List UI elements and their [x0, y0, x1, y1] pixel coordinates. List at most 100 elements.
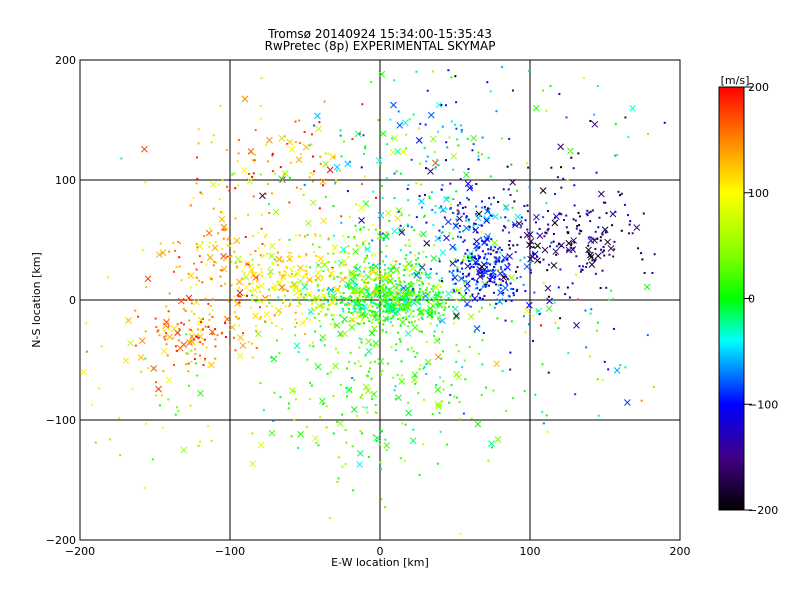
data-point — [441, 184, 444, 187]
data-point — [435, 384, 438, 387]
data-point-cross — [463, 300, 471, 308]
data-point-cross — [375, 271, 382, 279]
data-point — [459, 270, 462, 273]
data-point — [195, 156, 198, 159]
data-point — [175, 265, 178, 268]
data-point — [166, 354, 169, 357]
data-point — [505, 409, 508, 412]
data-point-cross — [352, 248, 359, 255]
data-point — [427, 294, 430, 297]
data-point-cross — [218, 215, 226, 223]
data-point — [489, 275, 492, 278]
data-point — [290, 275, 293, 278]
data-point — [251, 298, 254, 301]
data-point-cross — [394, 147, 401, 155]
data-point-cross — [209, 181, 217, 188]
data-point — [211, 279, 214, 282]
data-point — [354, 267, 357, 270]
data-point — [438, 303, 441, 306]
data-point-cross — [427, 111, 435, 119]
data-point — [322, 269, 325, 272]
data-point — [410, 282, 413, 285]
data-point — [310, 133, 313, 136]
data-point — [251, 342, 254, 345]
data-point — [199, 330, 202, 333]
data-point — [574, 393, 577, 396]
data-point — [356, 322, 359, 325]
data-point — [199, 191, 202, 194]
data-point-cross — [534, 257, 541, 264]
data-point — [508, 247, 511, 250]
data-point-cross — [348, 324, 356, 331]
data-point — [434, 168, 437, 171]
data-point — [273, 288, 276, 291]
data-point — [403, 309, 406, 312]
data-point — [395, 283, 398, 286]
data-point — [418, 290, 421, 293]
data-point — [400, 360, 403, 363]
data-point-cross — [236, 352, 244, 360]
data-point — [484, 285, 487, 288]
data-point — [199, 341, 202, 344]
data-point — [611, 224, 614, 227]
data-point — [452, 322, 455, 325]
data-point — [340, 297, 343, 300]
data-point — [454, 123, 457, 126]
data-point — [402, 300, 405, 303]
data-point — [364, 296, 367, 299]
data-point — [560, 213, 563, 216]
data-point — [251, 159, 254, 162]
data-point — [434, 204, 437, 207]
data-point — [419, 122, 422, 125]
data-point — [435, 272, 438, 275]
data-point — [195, 182, 198, 185]
data-point — [326, 308, 329, 311]
data-point — [354, 362, 357, 365]
data-point — [223, 229, 226, 232]
data-point — [370, 297, 373, 300]
data-point — [264, 236, 267, 239]
data-point — [572, 167, 575, 170]
data-point — [268, 301, 271, 304]
data-point — [500, 137, 503, 140]
data-point-cross — [248, 266, 255, 274]
data-point-cross — [404, 304, 411, 312]
data-point — [399, 281, 402, 284]
data-point — [618, 194, 621, 197]
data-point — [385, 307, 388, 310]
data-point — [145, 286, 148, 289]
data-point — [388, 219, 391, 222]
data-point — [374, 277, 377, 280]
data-point-cross — [224, 315, 231, 323]
data-point — [453, 246, 456, 249]
data-point — [398, 300, 401, 303]
data-point — [402, 308, 405, 311]
data-point-cross — [435, 403, 442, 410]
data-point-cross — [237, 334, 244, 341]
data-point — [251, 263, 254, 266]
data-point — [334, 347, 337, 350]
data-point-cross — [557, 143, 565, 151]
data-point-cross — [491, 213, 499, 221]
data-point — [480, 394, 483, 397]
data-point — [584, 309, 587, 312]
data-point — [259, 117, 262, 120]
data-point — [311, 341, 314, 344]
data-point — [549, 84, 552, 87]
data-point — [355, 244, 358, 247]
data-point-cross — [249, 460, 256, 468]
data-point-cross — [486, 276, 494, 284]
data-point-cross — [364, 273, 372, 281]
data-point — [579, 270, 582, 273]
data-point — [430, 297, 433, 300]
data-point — [240, 260, 243, 263]
data-point — [268, 266, 271, 269]
data-point — [457, 350, 460, 353]
data-point — [476, 287, 479, 290]
data-point — [193, 313, 196, 316]
data-point — [459, 178, 462, 181]
data-point — [540, 324, 543, 327]
data-point — [202, 364, 205, 367]
data-point-cross — [302, 143, 310, 151]
data-point — [499, 287, 502, 290]
